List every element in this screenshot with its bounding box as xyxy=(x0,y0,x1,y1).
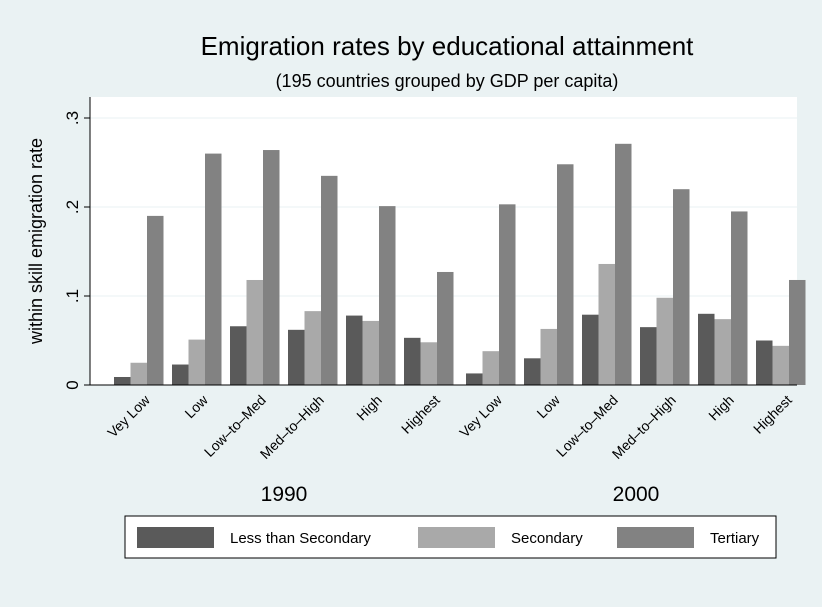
bar-1990-tertiary-5 xyxy=(437,271,454,385)
legend-label: Less than Secondary xyxy=(230,530,371,547)
group-label: 1990 xyxy=(261,483,308,506)
bar-2000-less-than-secondary-2 xyxy=(582,314,599,385)
bar-1990-less-than-secondary-5 xyxy=(404,337,421,385)
legend-swatch xyxy=(137,527,214,548)
bar-2000-secondary-0 xyxy=(482,351,499,385)
legend: Less than Secondary Secondary Tertiary xyxy=(124,515,777,559)
bar-1990-less-than-secondary-4 xyxy=(346,315,363,385)
y-axis-ticks: 0 .1 .2 .3 xyxy=(63,111,90,390)
bar-2000-tertiary-5 xyxy=(789,279,806,385)
chart-subtitle: (195 countries grouped by GDP per capita… xyxy=(276,71,619,91)
bar-1990-secondary-0 xyxy=(130,362,147,385)
y-axis-label: within skill emigration rate xyxy=(26,138,46,345)
bar-1990-secondary-4 xyxy=(362,320,379,385)
y-tick-label: .1 xyxy=(63,289,82,303)
bars-layer xyxy=(114,143,806,385)
y-tick-label: 0 xyxy=(63,380,82,389)
y-tick-label: .2 xyxy=(63,200,82,214)
bar-1990-less-than-secondary-2 xyxy=(230,326,247,385)
bar-2000-tertiary-4 xyxy=(731,211,748,385)
bar-2000-secondary-2 xyxy=(598,263,615,385)
bar-1990-tertiary-4 xyxy=(379,206,396,385)
group-labels: 1990 2000 xyxy=(261,483,660,506)
legend-label: Tertiary xyxy=(710,530,760,547)
bar-1990-less-than-secondary-0 xyxy=(114,376,131,385)
bar-2000-tertiary-3 xyxy=(673,189,690,385)
bar-2000-secondary-4 xyxy=(714,319,731,385)
chart-title: Emigration rates by educational attainme… xyxy=(201,31,695,61)
bar-1990-tertiary-1 xyxy=(205,153,222,385)
bar-2000-less-than-secondary-1 xyxy=(524,358,541,385)
bar-1990-less-than-secondary-3 xyxy=(288,329,305,385)
bar-2000-tertiary-0 xyxy=(499,204,516,385)
bar-2000-tertiary-1 xyxy=(557,164,574,385)
bar-1990-less-than-secondary-1 xyxy=(172,364,189,385)
bar-2000-tertiary-2 xyxy=(615,143,632,385)
group-label: 2000 xyxy=(613,483,660,506)
bar-2000-secondary-3 xyxy=(656,297,673,385)
bar-1990-secondary-3 xyxy=(304,311,321,385)
legend-items: Less than Secondary Secondary Tertiary xyxy=(137,527,760,548)
bar-2000-less-than-secondary-5 xyxy=(756,340,773,385)
bar-2000-less-than-secondary-3 xyxy=(640,327,657,385)
legend-label: Secondary xyxy=(511,530,583,547)
bar-1990-secondary-2 xyxy=(246,279,263,385)
bar-2000-secondary-5 xyxy=(772,345,789,385)
bar-2000-less-than-secondary-4 xyxy=(698,313,715,385)
bar-2000-less-than-secondary-0 xyxy=(466,373,483,385)
y-tick-label: .3 xyxy=(63,111,82,125)
bar-1990-secondary-5 xyxy=(420,342,437,385)
bar-1990-tertiary-2 xyxy=(263,150,280,385)
bar-1990-tertiary-3 xyxy=(321,175,338,385)
legend-swatch xyxy=(418,527,495,548)
bar-2000-secondary-1 xyxy=(540,328,557,385)
bar-1990-tertiary-0 xyxy=(147,215,164,385)
legend-swatch xyxy=(617,527,694,548)
bar-1990-secondary-1 xyxy=(188,339,205,385)
